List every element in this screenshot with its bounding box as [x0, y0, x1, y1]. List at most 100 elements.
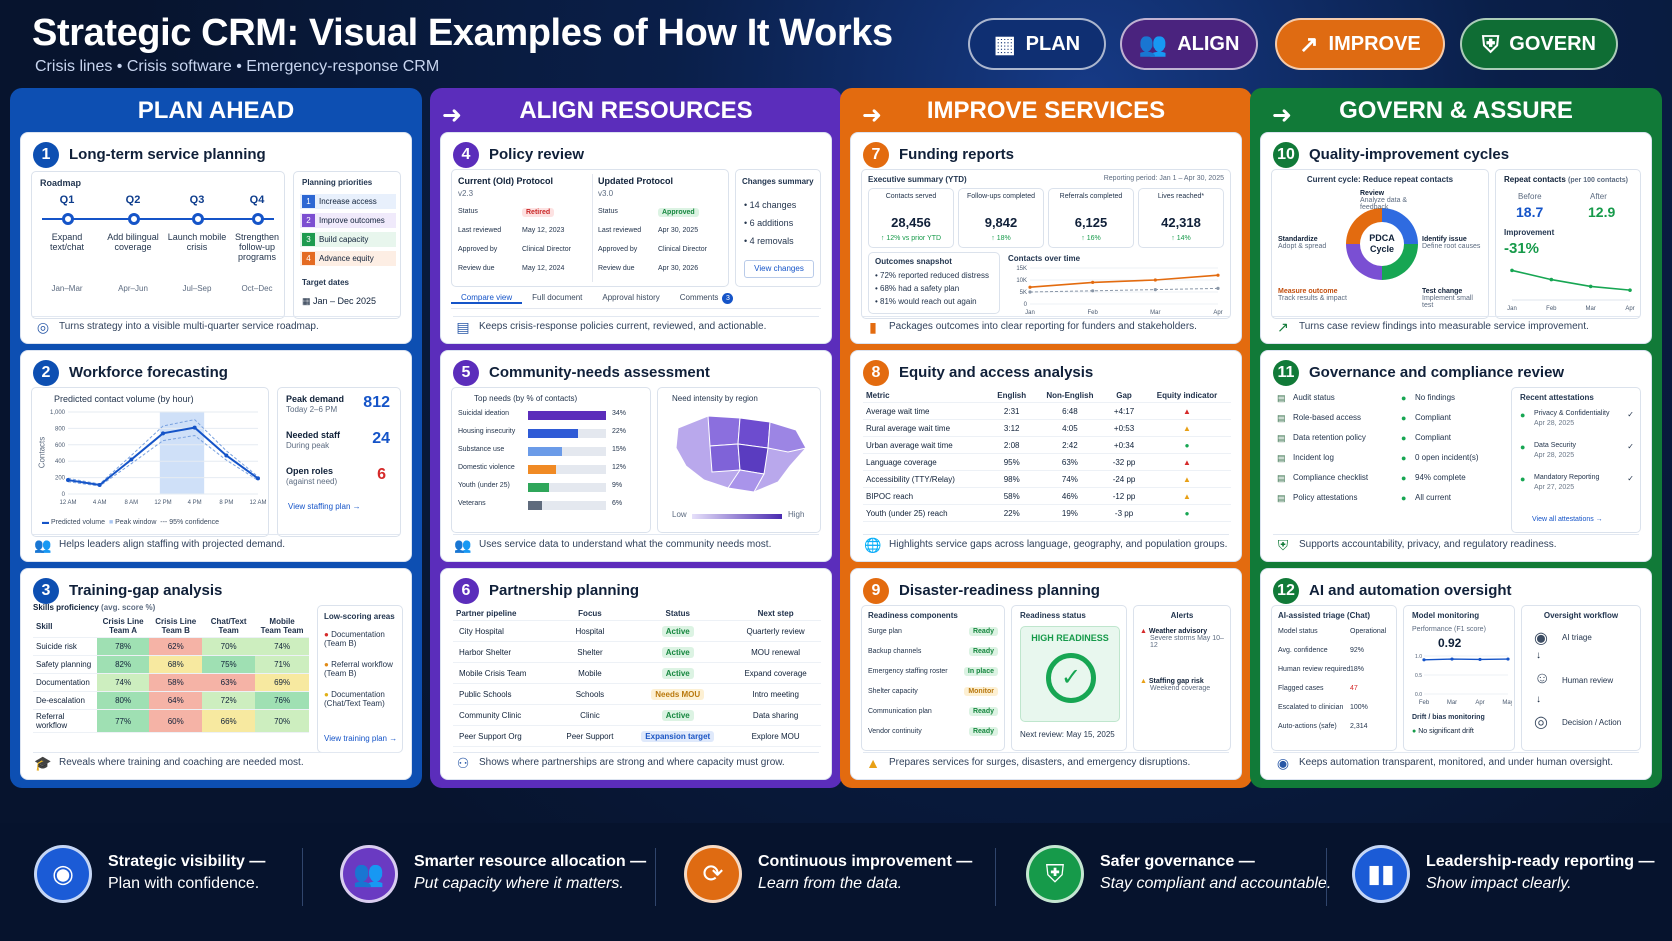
tab-compare-view[interactable]: Compare view	[451, 293, 523, 304]
checkmark-icon: ✓	[1627, 410, 1634, 419]
table-row: Average wait time 2:31 6:48 +4:17 ▲	[863, 402, 1231, 420]
x-tick-label: Feb	[1419, 700, 1430, 706]
milestone-dot	[62, 213, 74, 225]
roadmap-month: Jan–Mar	[51, 284, 83, 293]
table-cell: ▲	[1143, 419, 1231, 437]
align-pill[interactable]: 👥 ALIGN	[1120, 18, 1258, 70]
card-number: 6	[453, 578, 479, 604]
card-title: Quality-improvement cycles	[1309, 146, 1510, 163]
needs-panel: Top needs (by % of contacts) Suicidal id…	[451, 387, 651, 533]
card-footer: ⛨ Supports accountability, privacy, and r…	[1273, 534, 1639, 554]
table-row[interactable]: City Hospital Hospital Active Quarterly rev…	[453, 620, 821, 642]
data-point	[1216, 273, 1220, 277]
benefit-item: ⛨ Safer governance — Stay compliant and ac…	[1026, 845, 1331, 915]
new-protocol-version: v3.0	[598, 189, 614, 198]
card-training-gap: 3 Training-gap analysis Skills proficien…	[20, 568, 412, 780]
table-cell: 4:05	[1034, 419, 1106, 437]
improve-pill[interactable]: ↗ IMPROVE	[1275, 18, 1445, 70]
view-changes-button[interactable]: View changes	[744, 260, 814, 278]
peak-label: Peak demand	[286, 394, 345, 404]
compliance-item: Data retention policy	[1293, 433, 1366, 442]
check-circle-icon: ●	[1520, 474, 1526, 484]
legend-label: 95% confidence	[169, 519, 220, 526]
need-label: Substance use	[458, 446, 505, 453]
comments-count-badge: 3	[722, 293, 734, 304]
footer-text: Helps leaders align staffing with projec…	[59, 539, 286, 550]
view-attestations-link[interactable]: View all attestations →	[1532, 516, 1603, 523]
tab-comments[interactable]: Comments	[679, 293, 719, 302]
step-sub: Implement small test	[1422, 295, 1473, 309]
check-circle-icon: ●	[1401, 493, 1407, 503]
quarter-label: Q4	[249, 194, 265, 206]
y-tick-label: 10K	[1016, 278, 1027, 284]
card-footer: ◉ Keeps automation transparent, monitored…	[1273, 752, 1639, 772]
need-bar-track	[548, 483, 606, 492]
table-cell: Peer Support Org	[453, 725, 555, 747]
benefit-text: Leadership-ready reporting — Show impact …	[1426, 851, 1655, 895]
y-tick-label: 1.0	[1415, 654, 1422, 660]
repeat-title-text: Repeat contacts	[1504, 175, 1566, 184]
table-row[interactable]: Public Schools Schools Needs MOU Intro meet…	[453, 683, 821, 705]
step-title: Test change	[1422, 288, 1463, 295]
table-row[interactable]: Mobile Crisis Team Mobile Active Expand cov…	[453, 662, 821, 684]
staff-value: 24	[372, 430, 390, 447]
table-row[interactable]: Harbor Shelter Shelter Active MOU renewal	[453, 641, 821, 663]
check-circle-icon: ●	[1401, 393, 1407, 403]
table-cell: 71%	[255, 655, 309, 674]
data-point	[256, 476, 260, 481]
table-header-row: Skill Crisis Line Team A Crisis Line Team …	[33, 615, 309, 638]
roadmap-month: Oct–Dec	[241, 284, 273, 293]
attestation-date: Apr 28, 2025	[1534, 452, 1575, 459]
arrow-right-icon: ➜	[1271, 102, 1292, 129]
dot-icon: ●	[324, 630, 332, 639]
needs-title: Top needs (by % of contacts)	[474, 394, 578, 403]
view-staffing-link[interactable]: View staffing plan →	[288, 502, 361, 511]
plan-ahead-header: PLAN AHEAD	[137, 97, 295, 124]
kpi-card: Referrals completed 6,125 ↑ 16%	[1048, 188, 1134, 248]
peak-value: 812	[363, 394, 390, 411]
compliance-status: Compliant	[1415, 433, 1452, 442]
pdca-step: Identify issue Define root causes	[1422, 236, 1486, 250]
repeat-trend-chart: Jan Feb Mar Apr	[1507, 268, 1635, 312]
table-cell: 68%	[149, 655, 203, 674]
footer-text: Shows where partnerships are strong and …	[479, 757, 785, 768]
plan-pill[interactable]: ▦ PLAN	[968, 18, 1106, 70]
card-title: Governance and compliance review	[1309, 364, 1565, 381]
legend-line-icon: ▬	[42, 519, 51, 526]
table-cell: 63%	[1034, 453, 1106, 471]
table-row[interactable]: Peer Support Org Peer Support Expansion ta…	[453, 725, 821, 747]
footer-text: Turns case review findings into measurab…	[1299, 321, 1589, 332]
low-scoring-panel: Low-scoring areas ● Documentation (Team …	[317, 605, 403, 753]
govern-pill[interactable]: ⛨ GOVERN	[1460, 18, 1618, 70]
kpi-delta: ↑ 16%	[1081, 235, 1101, 242]
document-icon: ▤	[1277, 493, 1286, 503]
table-row[interactable]: Community Clinic Clinic Active Data sharing	[453, 704, 821, 726]
attestation-title: Data Security	[1534, 442, 1577, 449]
eye-icon: ◉	[34, 845, 92, 903]
triage-label: Escalated to clinician	[1278, 704, 1344, 711]
compliance-item: Audit status	[1293, 393, 1335, 402]
view-training-link[interactable]: View training plan →	[324, 734, 398, 743]
alert-title: Weather advisory	[1148, 628, 1208, 635]
shield-check-icon: ✓	[1046, 653, 1096, 703]
benefit-item: ▮▮ Leadership-ready reporting — Show impac…	[1352, 845, 1662, 915]
table-cell: 70%	[255, 709, 309, 733]
table-cell: Shelter	[554, 641, 626, 663]
document-icon: ▤	[1277, 393, 1286, 403]
document-icon: ▤	[456, 319, 470, 335]
y-tick-label: 800	[55, 426, 66, 432]
tab-approval-history[interactable]: Approval history	[602, 293, 660, 302]
check-circle-icon: ●	[1401, 433, 1407, 443]
old-policy-value: May 12, 2023	[522, 227, 565, 234]
compliance-status: Compliant	[1415, 413, 1452, 422]
roadmap-month: Apr–Jun	[118, 284, 148, 293]
divider	[995, 848, 996, 906]
card-number: 10	[1273, 142, 1299, 168]
footer-text: Reveals where training and coaching are …	[59, 757, 304, 768]
quarter-label: Q2	[125, 194, 141, 206]
tab-full-document[interactable]: Full document	[532, 293, 583, 302]
globe-icon: 🌐	[864, 537, 882, 553]
table-cell: 98%	[988, 470, 1035, 488]
x-tick-label: 8 PM	[219, 500, 233, 506]
exec-title: Executive summary (YTD)	[868, 175, 967, 184]
